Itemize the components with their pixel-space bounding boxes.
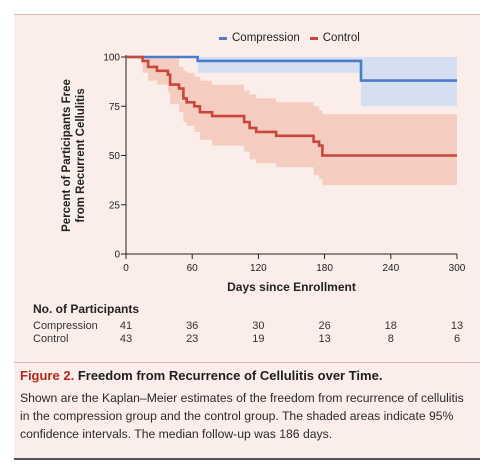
legend-label-compression: Compression: [232, 32, 300, 44]
risk-row-label-compression: Compression: [33, 320, 98, 332]
risk-cell-compression-day-180: 26: [318, 320, 331, 332]
risk-cell-compression-day-120: 30: [252, 320, 265, 332]
y-tick-label-0: 0: [114, 250, 120, 261]
x-tick-label-120: 120: [250, 263, 267, 274]
risk-cell-compression-day-0: 41: [119, 320, 133, 332]
legend: Compression Control: [219, 32, 360, 44]
y-axis-label-line1: Percent of Participants Free: [61, 79, 73, 232]
risk-cell-control-day-120: 19: [252, 333, 265, 345]
ci-band-compression: [126, 57, 457, 107]
figure-caption-body: Shown are the Kaplan–Meier estimates of …: [20, 391, 464, 441]
risk-cell-control-day-300: 6: [453, 333, 461, 345]
x-tick-label-240: 240: [382, 263, 399, 274]
legend-item-control: Control: [309, 32, 360, 44]
figure-caption-title: Figure 2. Freedom from Recurrence of Cel…: [20, 368, 382, 383]
x-tick-label-0: 0: [123, 263, 129, 274]
ci-band-control: [126, 57, 457, 186]
figure-frame: [14, 14, 480, 460]
legend-swatch-compression: [219, 36, 227, 40]
figure-title: Freedom from Recurrence of Cellulitis ov…: [77, 368, 383, 383]
km-curve-compression: [126, 55, 457, 82]
risk-row-label-control: Control: [33, 333, 69, 345]
y-tick-label-50: 50: [109, 151, 121, 162]
x-tick-label-300: 300: [449, 263, 466, 274]
legend-item-compression: Compression: [219, 32, 300, 44]
legend-swatch-control: [309, 36, 318, 40]
y-tick-label-100: 100: [103, 53, 120, 64]
risk-cell-compression-day-60: 36: [186, 320, 199, 332]
risk-table-title: No. of Participants: [33, 302, 140, 316]
risk-cell-control-day-240: 8: [387, 333, 394, 345]
risk-cell-control-day-0: 43: [119, 333, 133, 345]
risk-cell-control-day-180: 13: [318, 333, 331, 345]
x-axis-label: Days since Enrollment: [227, 280, 356, 294]
x-tick-label-60: 60: [187, 263, 199, 274]
bottom-rule: [14, 458, 480, 460]
y-axis-label-line2: from Recurrent Cellulitis: [75, 88, 87, 222]
legend-label-control: Control: [322, 32, 360, 44]
risk-cell-control-day-60: 23: [186, 333, 199, 345]
km-curve-control: [126, 55, 457, 157]
caption-panel: [14, 362, 480, 459]
risk-cell-compression-day-300: 13: [450, 320, 464, 332]
y-tick-label-25: 25: [109, 200, 121, 211]
figure-label: Figure 2.: [20, 368, 75, 383]
risk-cell-compression-day-240: 18: [384, 320, 397, 332]
y-tick-label-75: 75: [109, 102, 121, 113]
x-tick-label-180: 180: [316, 263, 333, 274]
